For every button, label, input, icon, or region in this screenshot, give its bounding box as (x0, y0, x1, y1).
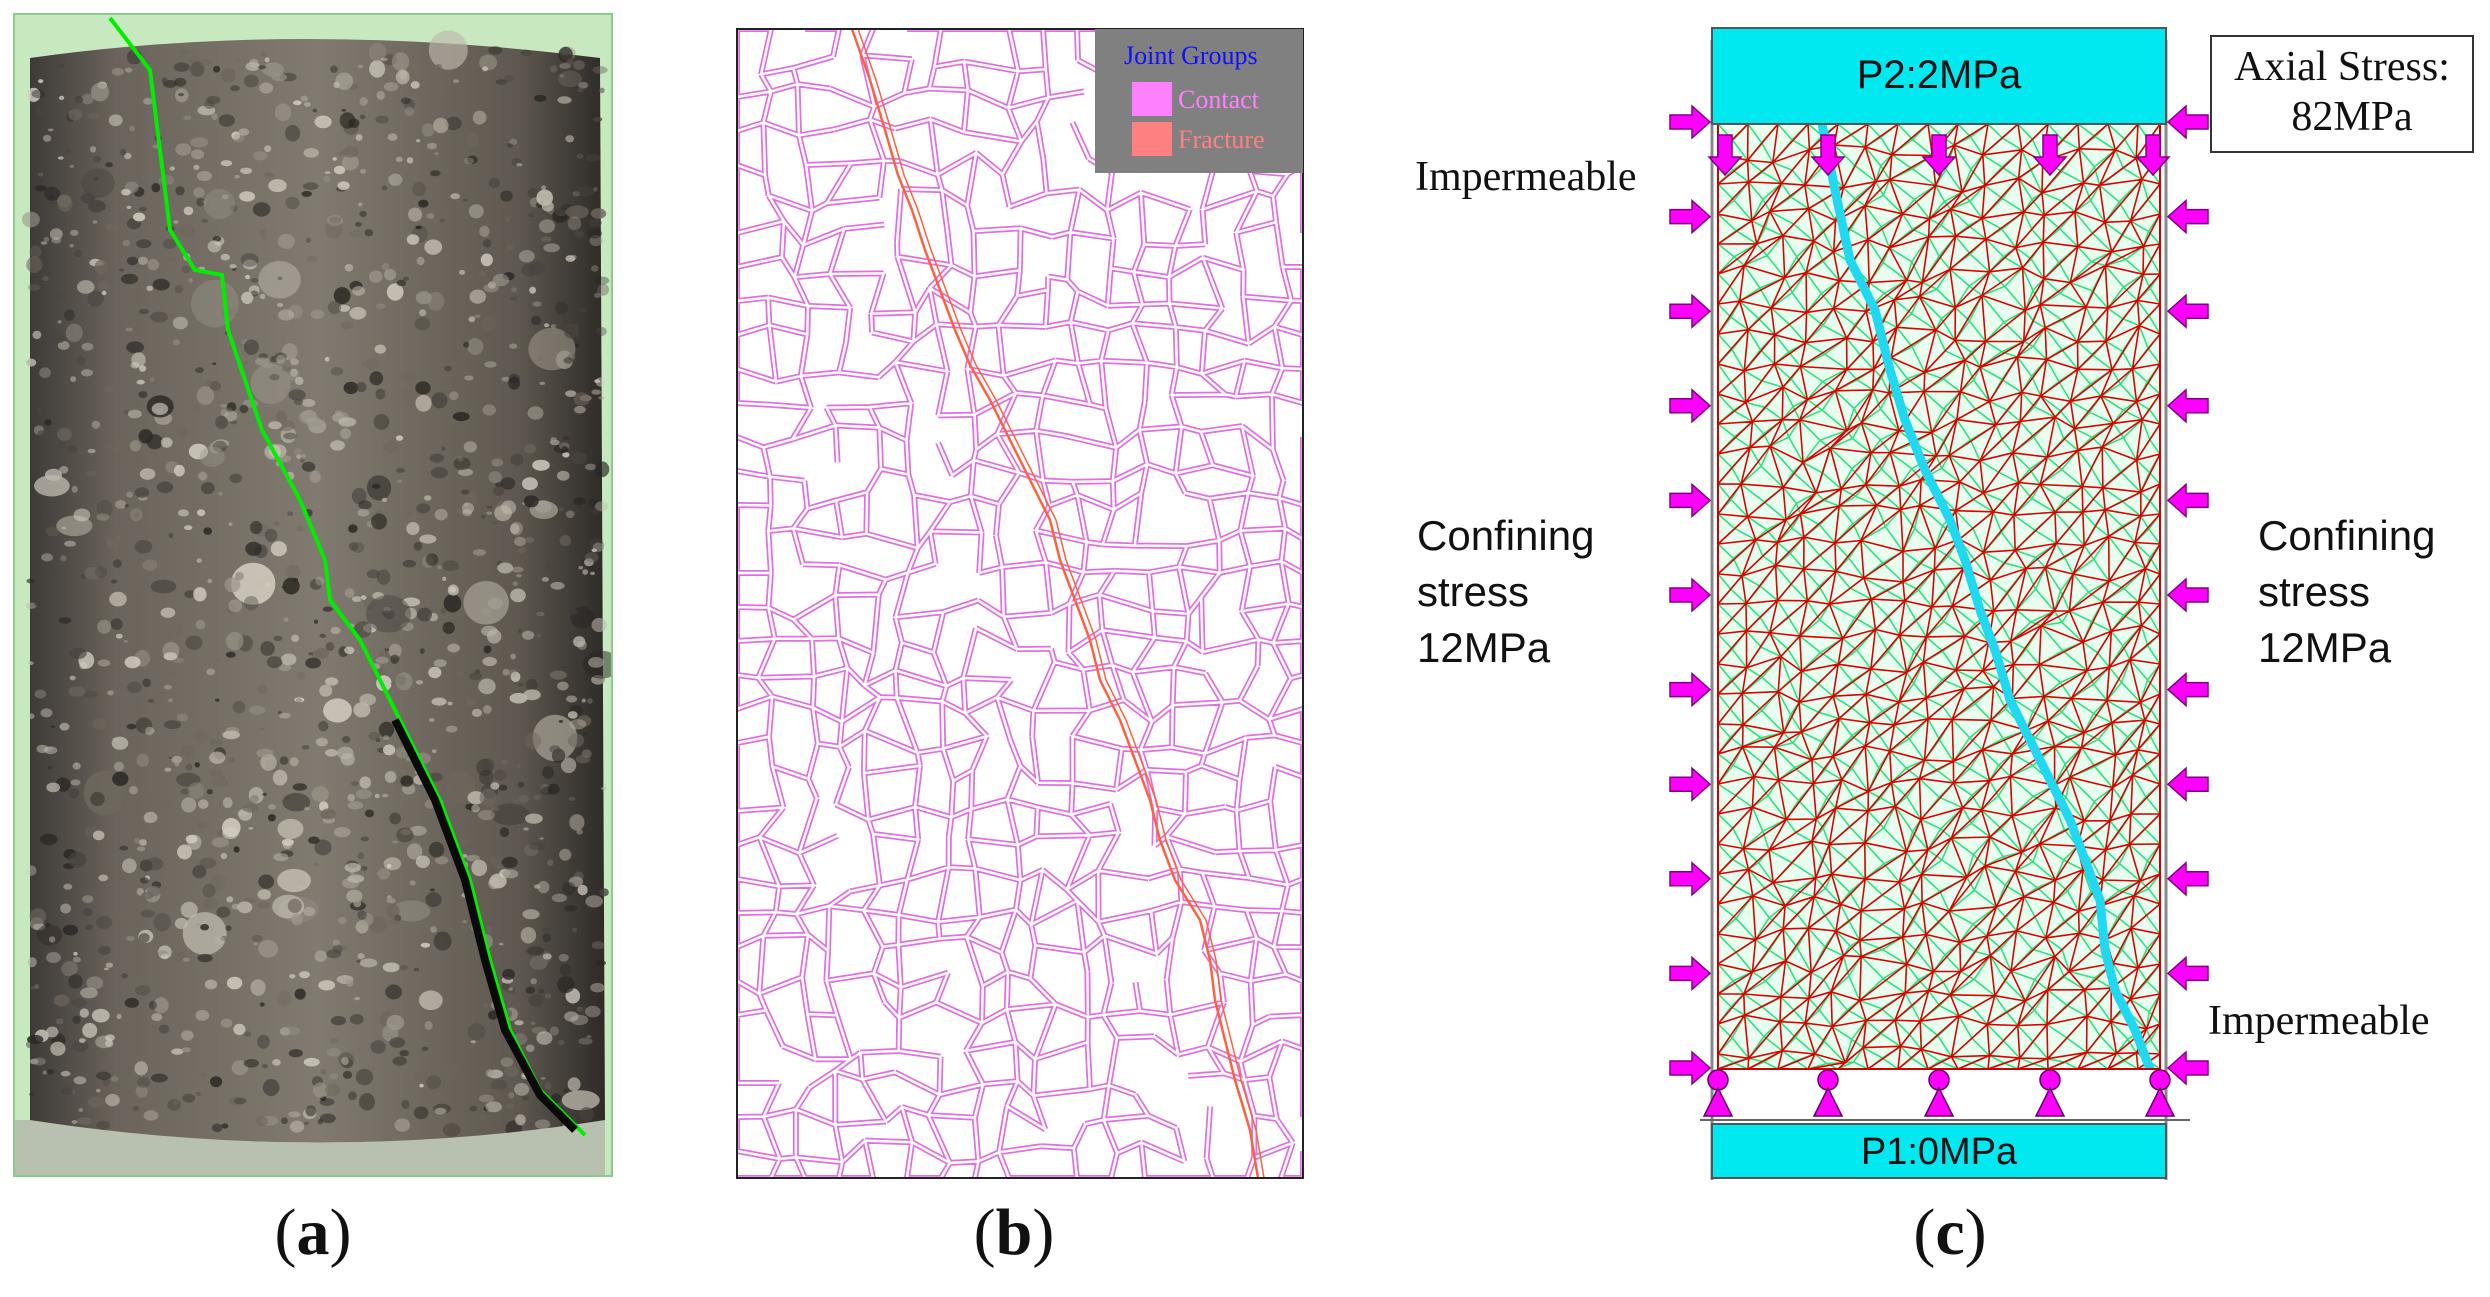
support-icon (2144, 1086, 2176, 1117)
confining-arrow-icon (1669, 1050, 1712, 1086)
roller-supports (1702, 1069, 2176, 1117)
confining-arrow-icon (1669, 577, 1712, 613)
confining-label-left-3: 12MPa (1417, 624, 1551, 671)
impermeable-label-top: Impermeable (1415, 154, 1637, 200)
confining-arrow-icon (1669, 198, 1712, 235)
confining-arrow-icon (2166, 861, 2209, 897)
confining-label-right-2: stress (2258, 568, 2370, 615)
axial-arrow-icon (2135, 134, 2171, 177)
axial-stress-line1: Axial Stress: (2234, 44, 2450, 90)
confining-arrow-icon (2166, 198, 2209, 235)
confining-arrow-icon (1669, 861, 1712, 897)
confining-arrows-left (1669, 104, 1712, 1086)
legend-title: Joint Groups (1124, 41, 1258, 70)
support-icon (2034, 1086, 2066, 1117)
confining-arrow-icon (2166, 293, 2209, 329)
fracture-trace-a (108, 16, 587, 1137)
joint-groups-legend: Joint Groups Contact Fracture (1095, 29, 1303, 173)
confining-arrow-icon (1669, 671, 1712, 708)
fracture-path-c (1817, 124, 2155, 1069)
axial-stress-line2: 82MPa (2291, 94, 2413, 140)
confining-label-left-2: stress (1417, 568, 1529, 615)
legend-swatch-contact (1132, 82, 1172, 116)
support-icon (1702, 1086, 1734, 1117)
confining-arrow-icon (1669, 104, 1712, 140)
confining-arrow-icon (2166, 388, 2209, 424)
axial-arrow-icon (2032, 134, 2068, 177)
legend-label-contact: Contact (1178, 85, 1260, 114)
axial-arrows (1707, 134, 2171, 177)
bottom-platen-label: P1:0MPa (1861, 1131, 2018, 1173)
legend-label-fracture: Fracture (1178, 125, 1265, 154)
confining-arrow-icon (1669, 955, 1712, 992)
axial-stress-box (2210, 35, 2474, 153)
contact-joint-network (737, 29, 1303, 1178)
axial-arrow-icon (1707, 134, 1743, 177)
panel-b-joint-network: Joint Groups Contact Fracture (736, 28, 1304, 1179)
axial-arrow-icon (1810, 134, 1846, 177)
support-icon (1812, 1086, 1844, 1117)
confining-arrows-right (2166, 104, 2209, 1086)
confining-arrow-icon (2166, 671, 2209, 708)
rock-grain-texture (21, 30, 612, 1137)
confining-arrow-icon (1669, 766, 1712, 802)
confining-label-left-1: Confining (1417, 512, 1594, 559)
axial-arrow-icon (1921, 134, 1957, 177)
confining-arrow-icon (1669, 388, 1712, 424)
bottom-platen (1711, 1123, 2167, 1179)
confining-arrow-icon (2166, 955, 2209, 992)
panel-a-rock-photo (13, 13, 613, 1177)
block-mesh-edges (1718, 124, 2160, 1069)
top-platen-label: P2:2MPa (1857, 53, 2022, 97)
confining-arrow-icon (2166, 482, 2209, 519)
confining-arrow-icon (1669, 293, 1712, 329)
fracture-joints-b-parallel (857, 29, 1265, 1178)
confining-label-right-1: Confining (2258, 512, 2435, 559)
panel-label-b: (b) (973, 1196, 1055, 1269)
fracture-joints-b (850, 29, 1260, 1178)
confining-arrow-icon (2166, 104, 2209, 140)
confining-arrow-icon (1669, 482, 1712, 519)
top-platen (1711, 27, 2167, 125)
support-icon (1923, 1086, 1955, 1117)
legend-swatch-fracture (1132, 122, 1172, 156)
confining-arrow-icon (2166, 1050, 2209, 1086)
panel-label-c: (c) (1913, 1196, 1987, 1269)
confining-arrow-icon (2166, 766, 2209, 802)
impermeable-label-bottom: Impermeable (2208, 998, 2430, 1044)
confining-label-right-3: 12MPa (2258, 624, 2392, 671)
panel-c-model: P2:2MPa P1:0MPa Axial Stress: 82MPa Impe… (1415, 27, 2474, 1180)
panel-label-a: (a) (274, 1196, 352, 1269)
confining-arrow-icon (2166, 577, 2209, 613)
